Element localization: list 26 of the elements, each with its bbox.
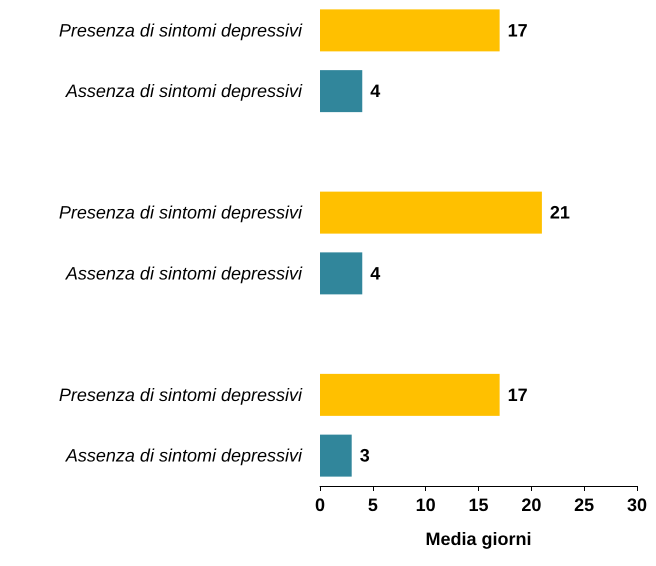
data-label: 17 bbox=[508, 384, 528, 405]
y-tick-label: Assenza di sintomi depressivi bbox=[64, 446, 303, 466]
x-axis-title: Media giorni bbox=[425, 529, 532, 549]
bar bbox=[320, 252, 362, 294]
bar bbox=[320, 192, 542, 234]
y-tick-label: Presenza di sintomi depressivi bbox=[58, 384, 303, 405]
x-tick-label: 30 bbox=[626, 495, 648, 515]
bar bbox=[320, 374, 500, 416]
y-tick-label: Assenza di sintomi depressivi bbox=[64, 263, 303, 284]
x-tick-label: 10 bbox=[416, 495, 436, 515]
bar bbox=[320, 9, 500, 52]
data-label: 4 bbox=[370, 263, 380, 284]
data-label: 21 bbox=[550, 202, 570, 223]
y-tick-label: Assenza di sintomi depressivi bbox=[64, 81, 303, 102]
data-label: 17 bbox=[508, 20, 528, 40]
data-label: 4 bbox=[370, 81, 380, 102]
bar bbox=[320, 70, 362, 112]
x-tick-label: 5 bbox=[368, 495, 378, 515]
data-label: 3 bbox=[360, 446, 370, 466]
x-tick-label: 25 bbox=[574, 495, 594, 515]
y-tick-label: Presenza di sintomi depressivi bbox=[58, 20, 303, 40]
x-tick-label: 20 bbox=[521, 495, 542, 515]
bar bbox=[320, 434, 352, 477]
y-tick-label: Presenza di sintomi depressivi bbox=[58, 202, 303, 223]
x-tick-label: 15 bbox=[468, 495, 489, 515]
x-tick-label: 0 bbox=[314, 495, 326, 515]
